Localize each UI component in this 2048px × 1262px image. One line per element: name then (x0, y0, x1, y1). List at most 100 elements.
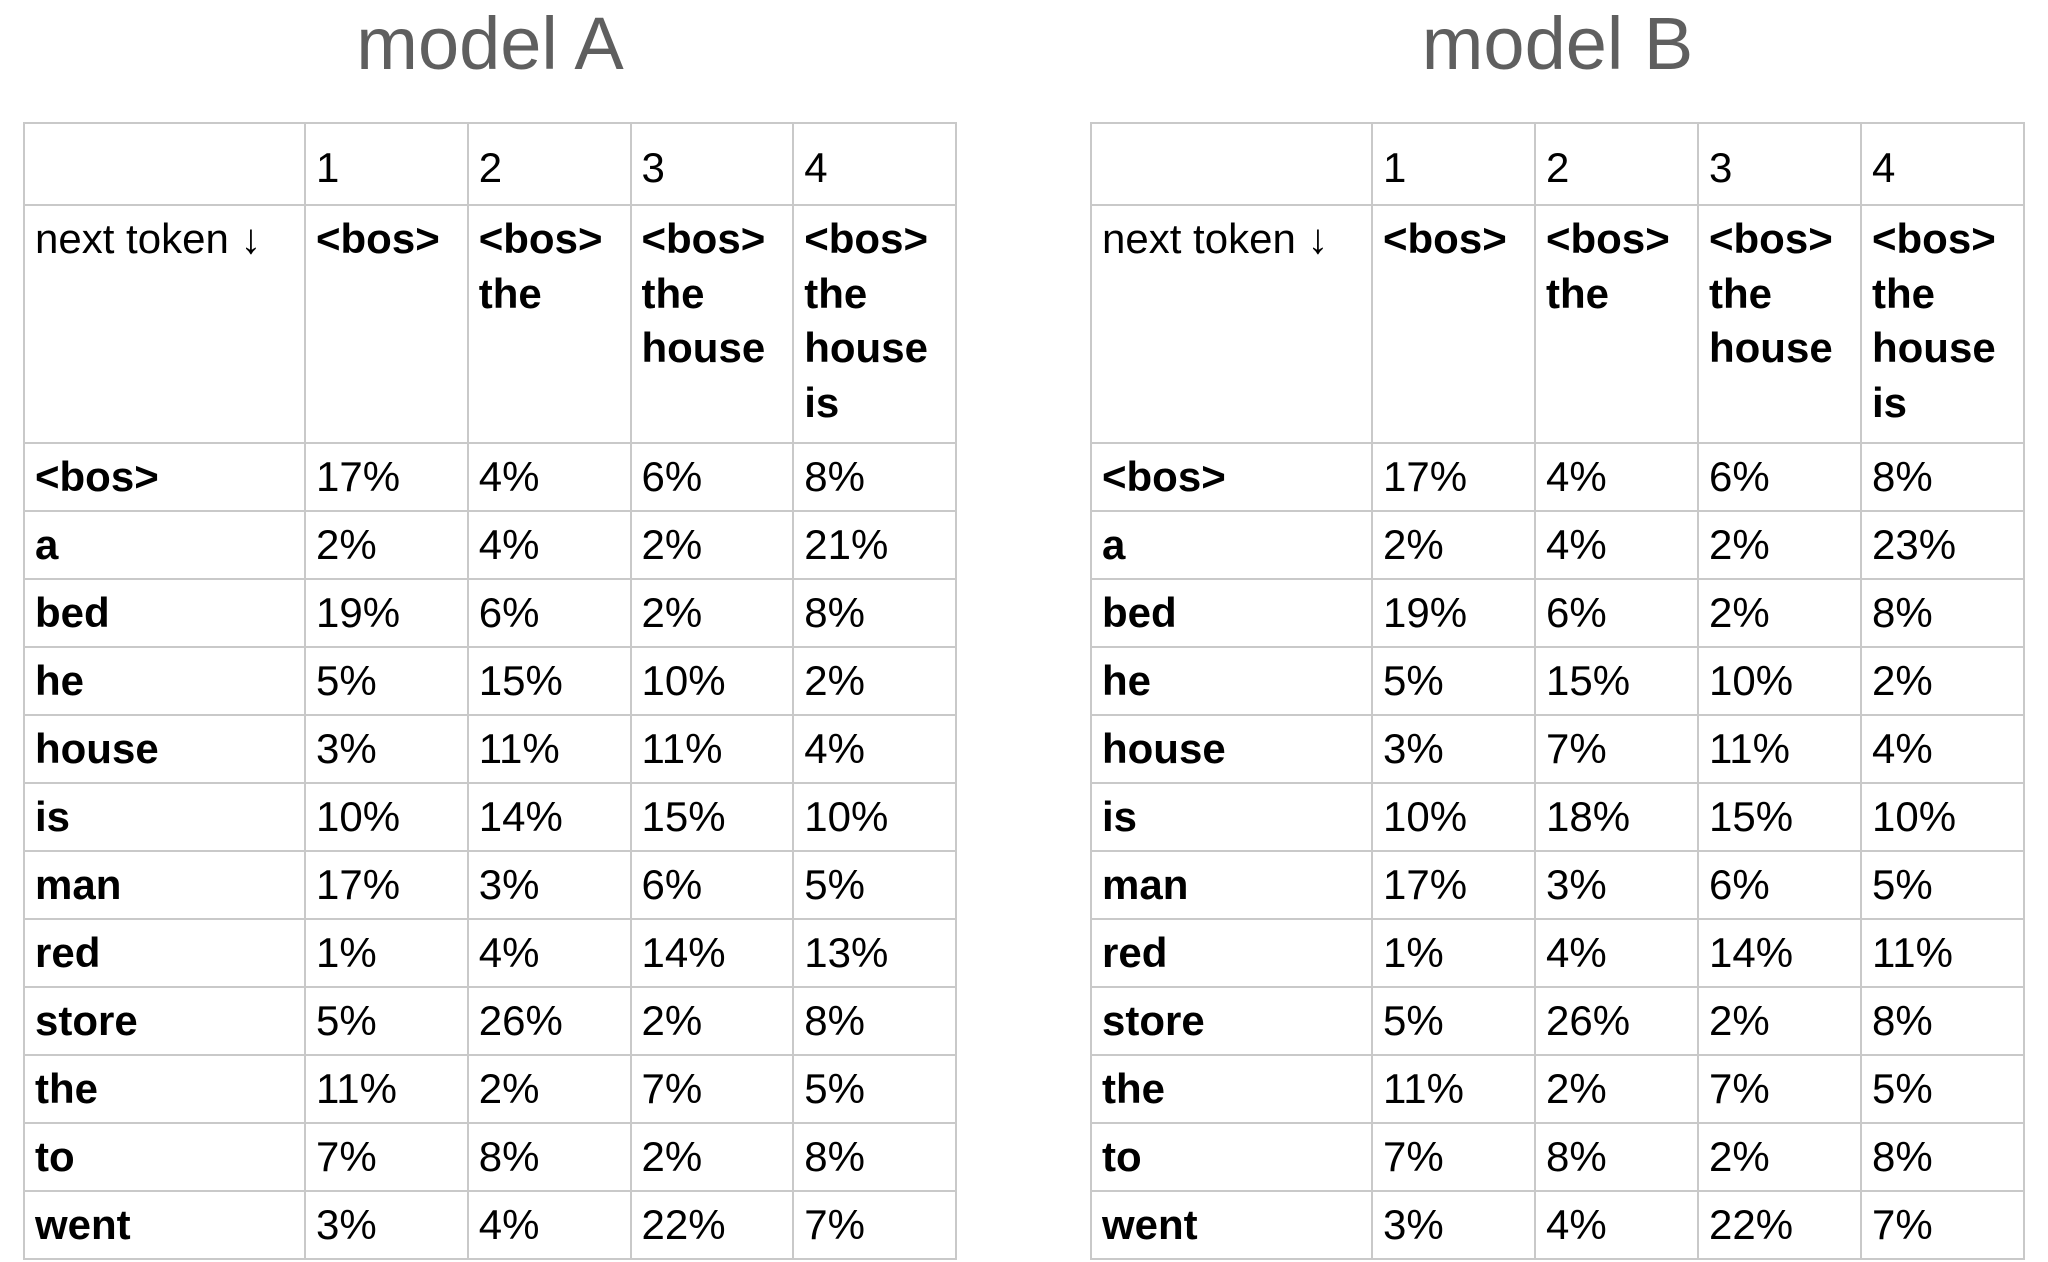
probability-cell: 3% (1371, 1190, 1536, 1260)
model-b-title: model B (1421, 2, 1694, 85)
probability-cell: 10% (629, 646, 795, 716)
probability-cell: 17% (304, 442, 469, 512)
probability-cell: 11% (1697, 714, 1862, 784)
probability-cell: 2% (1697, 578, 1862, 648)
probability-cell: 4% (1534, 918, 1699, 988)
position-header: 3 (1697, 122, 1862, 206)
token-row: store 5% 26% 2% 8% (1090, 986, 2025, 1056)
token-label: bed (23, 578, 306, 648)
corner-empty-cell (23, 122, 306, 206)
probability-cell: 4% (1860, 714, 2025, 784)
token-row: he 5% 15% 10% 2% (23, 646, 957, 716)
probability-cell: 11% (466, 714, 632, 784)
probability-cell: 14% (466, 782, 632, 852)
context-header: <bos> (1371, 204, 1536, 444)
probability-cell: 5% (792, 850, 957, 920)
probability-cell: 14% (1697, 918, 1862, 988)
position-header: 4 (792, 122, 957, 206)
probability-cell: 2% (1697, 986, 1862, 1056)
probability-cell: 5% (792, 1054, 957, 1124)
probability-cell: 2% (304, 510, 469, 580)
position-header: 1 (304, 122, 469, 206)
probability-cell: 2% (1534, 1054, 1699, 1124)
probability-cell: 6% (1697, 850, 1862, 920)
token-label: the (1090, 1054, 1373, 1124)
token-label: man (1090, 850, 1373, 920)
probability-cell: 6% (466, 578, 632, 648)
probability-cell: 7% (304, 1122, 469, 1192)
token-row: red 1% 4% 14% 13% (23, 918, 957, 988)
model-b-probability-table: 1 2 3 4 next token ↓ <bos> <bos> the <bo… (1090, 122, 2025, 1260)
token-label: went (1090, 1190, 1373, 1260)
token-label: red (1090, 918, 1373, 988)
token-label: is (23, 782, 306, 852)
context-header-row: next token ↓ <bos> <bos> the <bos> the h… (1090, 204, 2025, 444)
token-row: the 11% 2% 7% 5% (1090, 1054, 2025, 1124)
next-token-label: next token ↓ (23, 204, 306, 444)
probability-cell: 7% (1534, 714, 1699, 784)
position-header: 1 (1371, 122, 1536, 206)
probability-cell: 6% (1534, 578, 1699, 648)
token-label: <bos> (23, 442, 306, 512)
probability-cell: 17% (1371, 442, 1536, 512)
probability-cell: 10% (792, 782, 957, 852)
probability-cell: 11% (304, 1054, 469, 1124)
probability-cell: 2% (629, 578, 795, 648)
token-row: to 7% 8% 2% 8% (1090, 1122, 2025, 1192)
context-header: <bos> the house is (792, 204, 957, 444)
probability-cell: 8% (792, 442, 957, 512)
token-row: red 1% 4% 14% 11% (1090, 918, 2025, 988)
context-header: <bos> the house is (1860, 204, 2025, 444)
probability-cell: 21% (792, 510, 957, 580)
probability-cell: 18% (1534, 782, 1699, 852)
probability-cell: 10% (1860, 782, 2025, 852)
probability-cell: 6% (629, 850, 795, 920)
probability-cell: 8% (1860, 442, 2025, 512)
probability-cell: 4% (466, 442, 632, 512)
token-label: man (23, 850, 306, 920)
probability-cell: 5% (1371, 646, 1536, 716)
token-label: red (23, 918, 306, 988)
probability-cell: 10% (304, 782, 469, 852)
token-label: a (1090, 510, 1373, 580)
probability-cell: 8% (1860, 578, 2025, 648)
probability-cell: 1% (1371, 918, 1536, 988)
probability-cell: 3% (304, 1190, 469, 1260)
probability-cell: 4% (1534, 1190, 1699, 1260)
probability-cell: 22% (1697, 1190, 1862, 1260)
probability-cell: 5% (1860, 1054, 2025, 1124)
token-label: house (23, 714, 306, 784)
probability-cell: 26% (1534, 986, 1699, 1056)
token-row: is 10% 18% 15% 10% (1090, 782, 2025, 852)
probability-cell: 7% (1371, 1122, 1536, 1192)
probability-cell: 5% (304, 646, 469, 716)
probability-cell: 2% (792, 646, 957, 716)
token-row: he 5% 15% 10% 2% (1090, 646, 2025, 716)
context-header: <bos> the house (1697, 204, 1862, 444)
probability-cell: 15% (466, 646, 632, 716)
token-label: to (23, 1122, 306, 1192)
position-header-row: 1 2 3 4 (1090, 122, 2025, 206)
token-label: store (23, 986, 306, 1056)
corner-empty-cell (1090, 122, 1373, 206)
probability-cell: 17% (304, 850, 469, 920)
probability-cell: 1% (304, 918, 469, 988)
position-header: 4 (1860, 122, 2025, 206)
model-b-panel: model B 1 2 3 4 next token ↓ <bos> (1024, 0, 2048, 1260)
position-header: 2 (1534, 122, 1699, 206)
token-row: is 10% 14% 15% 10% (23, 782, 957, 852)
probability-cell: 4% (1534, 510, 1699, 580)
token-row: bed 19% 6% 2% 8% (23, 578, 957, 648)
probability-cell: 5% (304, 986, 469, 1056)
probability-cell: 8% (1534, 1122, 1699, 1192)
token-row: to 7% 8% 2% 8% (23, 1122, 957, 1192)
probability-cell: 10% (1371, 782, 1536, 852)
token-label: a (23, 510, 306, 580)
probability-cell: 8% (792, 578, 957, 648)
probability-cell: 11% (1860, 918, 2025, 988)
probability-cell: 5% (1860, 850, 2025, 920)
probability-cell: 3% (304, 714, 469, 784)
probability-cell: 4% (1534, 442, 1699, 512)
context-header: <bos> the (466, 204, 632, 444)
token-row: house 3% 11% 11% 4% (23, 714, 957, 784)
